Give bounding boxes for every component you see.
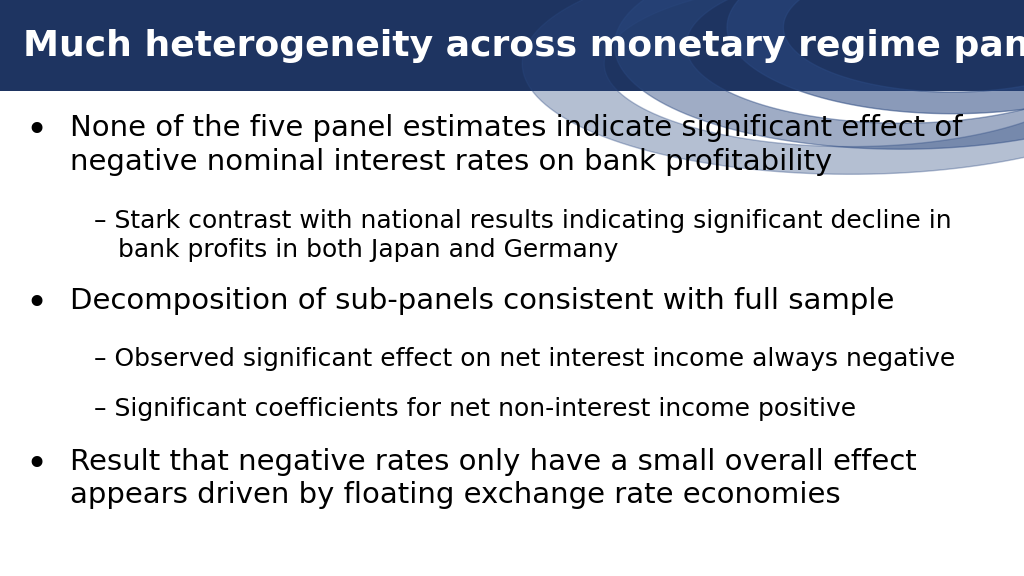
Text: – Stark contrast with national results indicating significant decline in
   bank: – Stark contrast with national results i…	[94, 209, 952, 262]
Text: •: •	[26, 114, 48, 150]
Text: •: •	[26, 448, 48, 484]
Text: – Observed significant effect on net interest income always negative: – Observed significant effect on net int…	[94, 347, 955, 372]
Polygon shape	[614, 0, 1024, 149]
Polygon shape	[522, 0, 1024, 175]
Polygon shape	[727, 0, 1024, 113]
Text: None of the five panel estimates indicate significant effect of
negative nominal: None of the five panel estimates indicat…	[70, 114, 963, 176]
Bar	[0, 0, 1024, 91]
Text: – Significant coefficients for net non-interest income positive: – Significant coefficients for net non-i…	[94, 397, 856, 422]
Text: Much heterogeneity across monetary regime panels: Much heterogeneity across monetary regim…	[23, 28, 1024, 63]
Text: Result that negative rates only have a small overall effect
appears driven by fl: Result that negative rates only have a s…	[70, 448, 916, 509]
Text: •: •	[26, 287, 48, 323]
Text: Decomposition of sub-panels consistent with full sample: Decomposition of sub-panels consistent w…	[70, 287, 894, 315]
